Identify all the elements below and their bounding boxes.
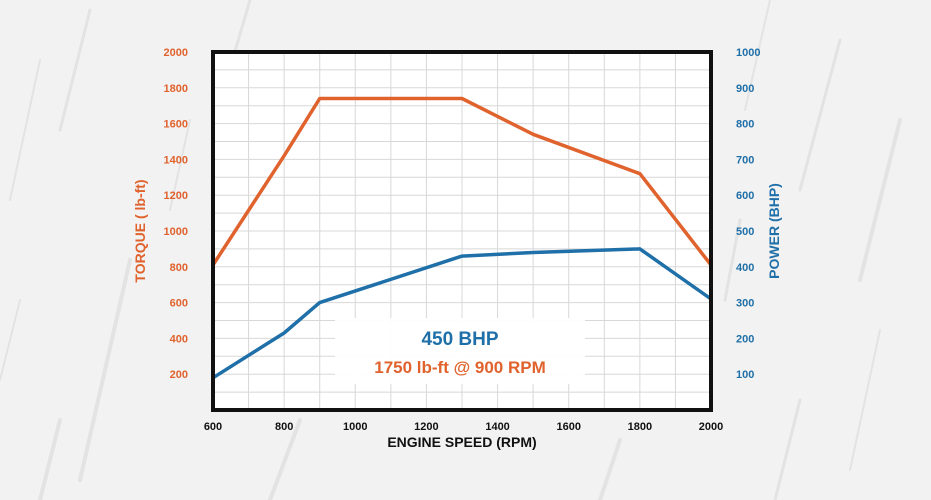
series-layer <box>211 96 713 380</box>
background-streak <box>773 398 802 500</box>
right-tick-label: 300 <box>736 298 754 310</box>
x-tick-label: 1200 <box>414 421 438 433</box>
x-tick-label: 1000 <box>343 421 367 433</box>
left-tick-label: 1000 <box>164 226 188 238</box>
left-tick-label: 600 <box>170 298 188 310</box>
left-tick-label: 1600 <box>164 119 188 131</box>
x-tick-label: 1800 <box>628 421 652 433</box>
background-streak <box>0 299 21 381</box>
left-tick-label: 1400 <box>164 154 188 166</box>
left-tick-label: 1800 <box>164 83 188 95</box>
x-tick-label: 1400 <box>485 421 509 433</box>
x-tick-label: 800 <box>275 421 293 433</box>
plot-frame <box>211 50 713 412</box>
right-tick-label: 500 <box>736 226 754 238</box>
background-streak <box>849 329 881 471</box>
left-tick-label: 800 <box>170 262 188 274</box>
x-axis-title: ENGINE SPEED (RPM) <box>387 434 536 450</box>
left-tick-label: 1200 <box>164 190 188 202</box>
right-tick-label: 800 <box>736 119 754 131</box>
left-axis-ticks: 200 400 600 800 1000 1200 1400 1600 1800 2000 <box>164 47 188 381</box>
left-axis-title: TORQUE ( lb-ft) <box>132 179 148 282</box>
right-tick-label: 900 <box>736 83 754 95</box>
right-tick-label: 1000 <box>736 47 760 59</box>
background-streak <box>169 119 191 211</box>
right-tick-label: 400 <box>736 262 754 274</box>
background-streak <box>38 418 62 500</box>
right-tick-label: 700 <box>736 154 754 166</box>
x-tick-label: 1600 <box>556 421 580 433</box>
background-streak <box>9 59 41 201</box>
background-streak <box>744 0 771 111</box>
background-streak <box>798 38 842 192</box>
right-tick-label: 600 <box>736 190 754 202</box>
x-tick-label: 600 <box>204 421 222 433</box>
left-tick-label: 2000 <box>164 47 188 59</box>
x-axis-ticks: 600 800 1000 1200 1400 1600 1800 2000 <box>204 421 723 433</box>
background-streak <box>268 418 302 500</box>
annotation-background <box>335 318 585 384</box>
right-axis-ticks: 100 200 300 400 500 600 700 800 900 1000 <box>736 47 760 381</box>
right-tick-label: 200 <box>736 333 754 345</box>
right-tick-label: 100 <box>736 369 754 381</box>
background-streak <box>598 438 622 500</box>
background-streak <box>723 218 742 302</box>
left-tick-label: 400 <box>170 333 188 345</box>
power-series-line <box>212 247 713 380</box>
background-streak <box>58 8 92 132</box>
background-streak <box>78 258 132 482</box>
annotation-torque: 1750 lb-ft @ 900 RPM <box>374 358 546 377</box>
right-axis-title: POWER (BHP) <box>766 183 782 279</box>
background-streak <box>858 118 902 282</box>
x-tick-label: 2000 <box>699 421 723 433</box>
annotation-power: 450 BHP <box>421 329 498 350</box>
spec-annotation: 450 BHP 1750 lb-ft @ 900 RPM <box>335 318 585 384</box>
torque-series-line <box>211 96 713 267</box>
left-tick-label: 200 <box>170 369 188 381</box>
